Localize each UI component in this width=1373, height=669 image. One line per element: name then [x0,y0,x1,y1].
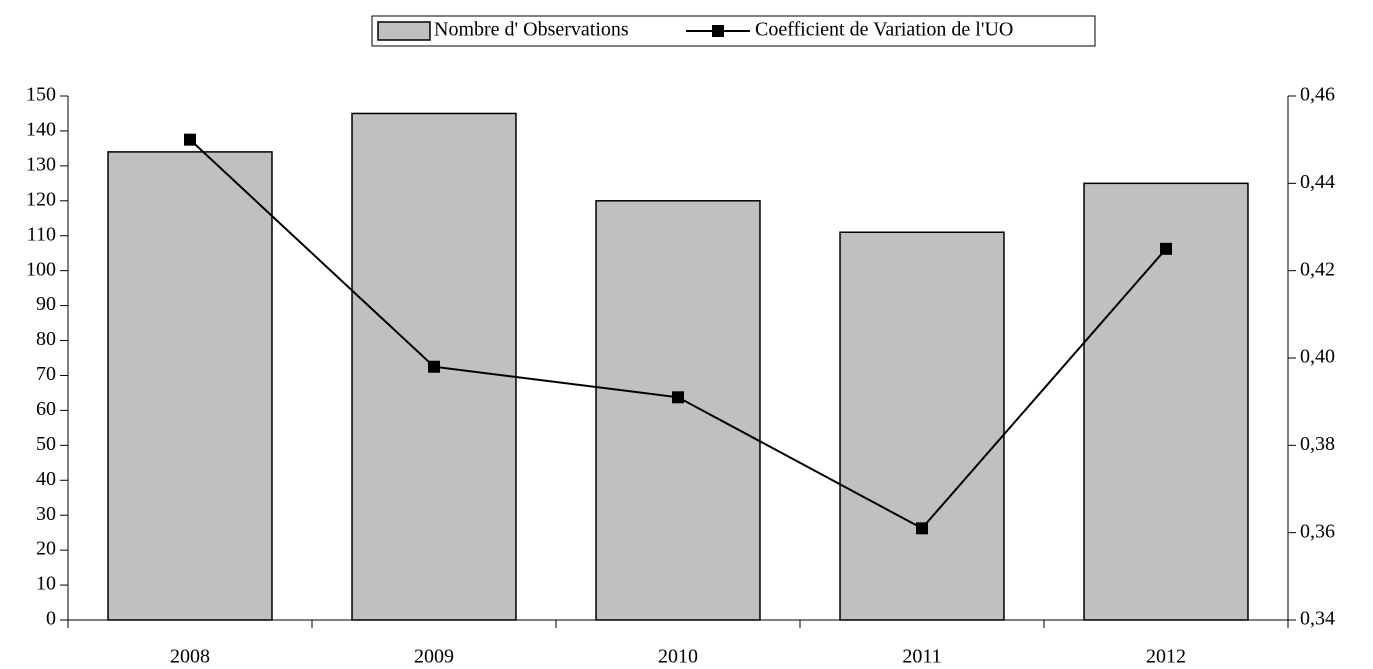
bar [1083,182,1249,621]
y-tick-label: 20 [36,538,56,560]
y-tick-label: 40 [36,468,56,490]
marker [1160,242,1172,255]
y2-tick-label: 0,46 [1300,84,1335,106]
y-tick-label: 60 [36,398,56,420]
y-tick-label: 120 [26,188,56,210]
y-tick-label: 10 [36,573,56,595]
legend-label: Nombre d' Observations [434,19,629,41]
y2-tick-label: 0,38 [1300,433,1335,455]
x-tick-label: 2010 [658,646,698,668]
bar [107,151,273,621]
x-tick-label: 2009 [414,646,454,668]
y-tick-label: 90 [36,293,56,315]
x-tick-label: 2008 [170,646,210,668]
y-tick-label: 110 [27,223,56,245]
bar [839,231,1005,621]
marker [916,522,928,535]
legend-swatch [712,25,724,37]
y-tick-label: 140 [26,119,56,141]
y2-tick-label: 0,34 [1300,608,1335,630]
y-tick-label: 70 [36,363,56,385]
y-tick-label: 100 [26,258,56,280]
marker [184,133,196,146]
y2-tick-label: 0,42 [1300,258,1335,280]
y-tick-label: 130 [26,153,56,175]
legend-label: Coefficient de Variation de l'UO [755,19,1013,41]
marker [672,391,684,404]
x-tick-label: 2012 [1146,646,1186,668]
y2-tick-label: 0,36 [1300,520,1335,542]
marker [428,360,440,373]
y2-tick-label: 0,44 [1300,171,1335,193]
y-tick-label: 0 [46,608,56,630]
y-tick-label: 30 [36,503,56,525]
y2-tick-label: 0,40 [1300,346,1335,368]
legend-swatch [377,21,431,41]
y-tick-label: 80 [36,328,56,350]
bar [595,200,761,621]
x-tick-label: 2011 [902,646,941,668]
y-tick-label: 150 [26,84,56,106]
y-tick-label: 50 [36,433,56,455]
